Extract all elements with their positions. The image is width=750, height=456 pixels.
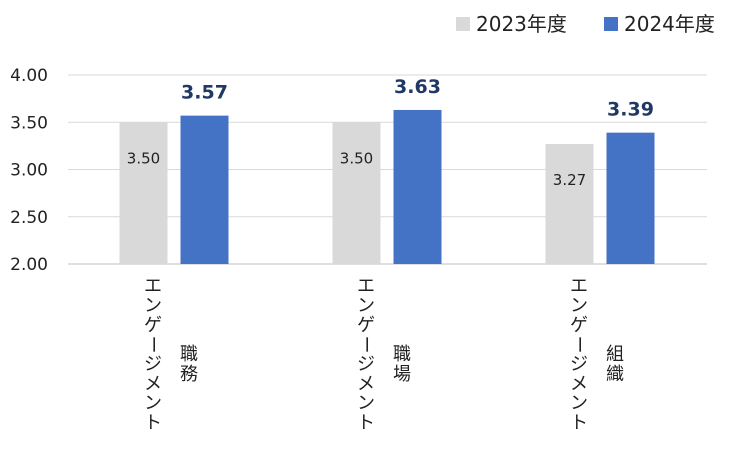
category-label-char: エ [144, 276, 162, 297]
category-label-char: メ [357, 374, 375, 395]
category-label-char: 織 [606, 364, 624, 385]
bar-2024-1 [393, 109, 442, 264]
data-label-2024: 3.63 [394, 76, 441, 98]
category-label-char: エ [357, 276, 375, 297]
category-label-char: メ [570, 374, 588, 395]
legend-label-2023: 2023年度 [476, 12, 567, 36]
data-label-2024: 3.57 [181, 82, 228, 104]
legend: 2023年度 2024年度 [456, 12, 715, 36]
category-label-char: エ [570, 276, 588, 297]
category-label-char: ジ [144, 354, 162, 375]
category-label-char: ー [568, 336, 589, 354]
category-label-char: ー [142, 336, 163, 354]
data-label-2023: 3.50 [340, 149, 373, 167]
data-label-2024: 3.39 [607, 99, 654, 121]
bar-2024-2 [606, 132, 655, 264]
category-label-char: 場 [393, 364, 411, 385]
y-tick-label: 4.00 [10, 66, 48, 86]
bar-2024-0 [180, 115, 229, 264]
y-tick-label: 3.00 [10, 161, 48, 181]
category-label-char: メ [144, 374, 162, 395]
y-tick-label: 3.50 [10, 113, 48, 133]
y-axis: 2.00 2.50 3.00 3.50 4.00 [10, 66, 48, 275]
category-label-char: 職 [180, 344, 198, 365]
category-label-char: ン [570, 296, 588, 317]
category-label-char: ン [144, 296, 162, 317]
category-label-char: 組 [606, 344, 624, 365]
category-label-char: ン [357, 296, 375, 317]
bar-2023-2 [545, 143, 594, 264]
category-label-char: ジ [570, 354, 588, 375]
category-label-char: ン [144, 393, 162, 414]
category-label-char: ゲ [357, 315, 375, 336]
category-label-char: ン [570, 393, 588, 414]
category-label-char: ト [357, 413, 375, 434]
category-label-char: ト [570, 413, 588, 434]
bar-2023-1 [332, 122, 381, 264]
category-label-char: ン [357, 393, 375, 414]
category-label-char: ー [355, 336, 376, 354]
data-labels: 3.50 3.57 3.50 3.63 3.27 3.39 [127, 76, 654, 189]
category-label-char: ジ [357, 354, 375, 375]
legend-label-2024: 2024年度 [624, 12, 715, 36]
category-label-char: ト [144, 413, 162, 434]
gridlines [68, 74, 707, 265]
legend-swatch-2023 [456, 17, 470, 31]
category-label-char: 務 [180, 364, 198, 385]
category-label-char: 職 [393, 344, 411, 365]
y-tick-label: 2.00 [10, 255, 48, 275]
data-label-2023: 3.27 [553, 171, 586, 189]
data-label-2023: 3.50 [127, 149, 160, 167]
bars [119, 109, 655, 264]
legend-swatch-2024 [604, 17, 618, 31]
category-label-char: ゲ [570, 315, 588, 336]
y-tick-label: 2.50 [10, 208, 48, 228]
bar-2023-0 [119, 122, 168, 264]
category-label-char: ゲ [144, 315, 162, 336]
